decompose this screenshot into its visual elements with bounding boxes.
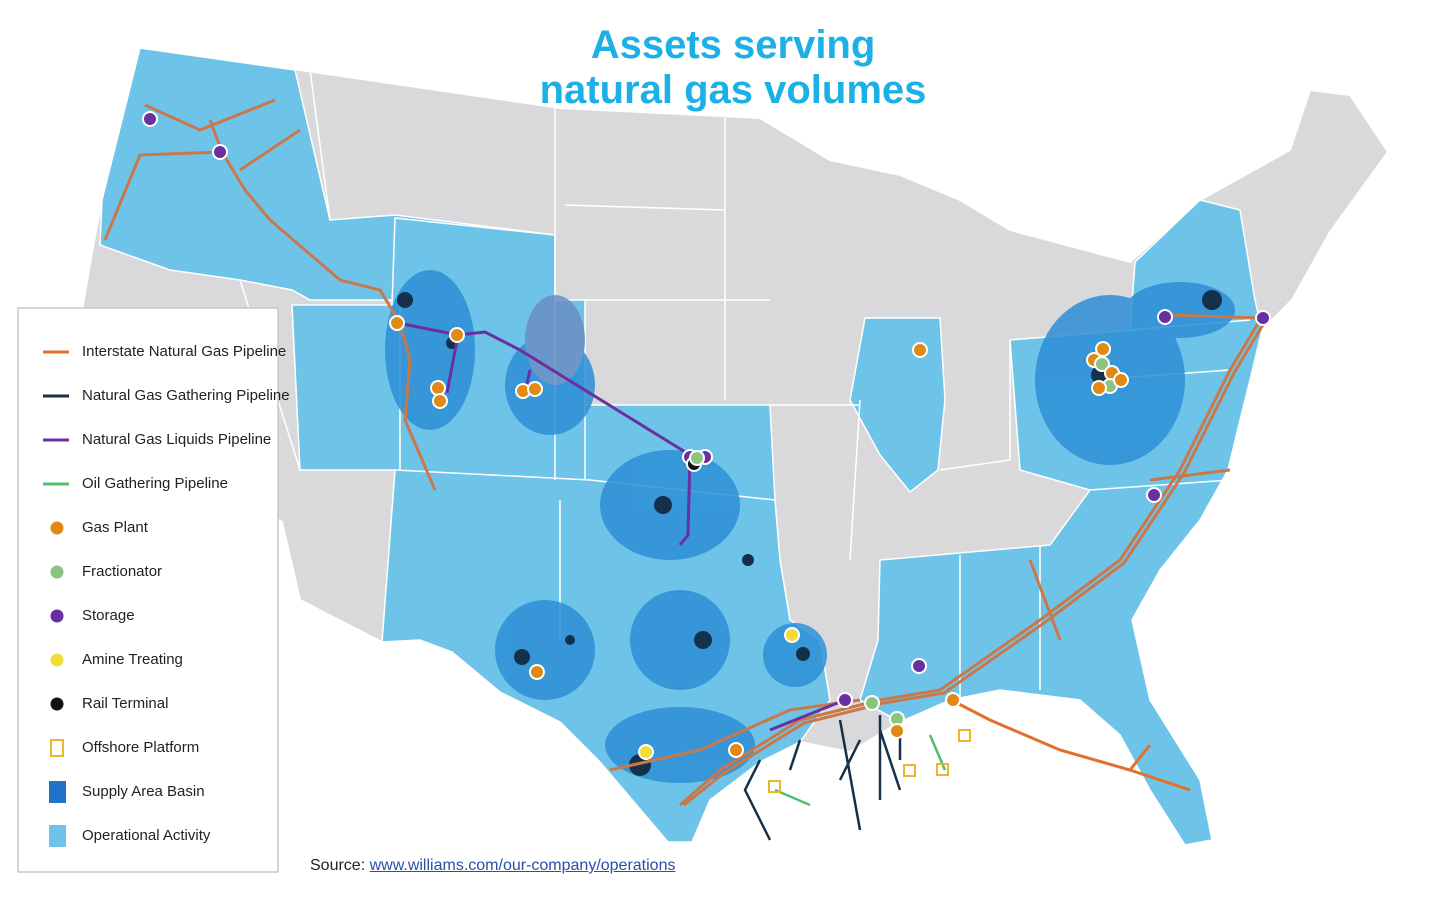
legend-symbol: [50, 653, 64, 667]
offshore-gathering: [743, 715, 902, 841]
storage: [1157, 309, 1173, 325]
basin: [630, 590, 730, 690]
legend-label: Rail Terminal: [82, 695, 168, 712]
legend-symbol: [50, 697, 64, 711]
legend-symbol: [50, 565, 64, 579]
legend-label: Offshore Platform: [82, 739, 199, 756]
gas-plant: [527, 381, 543, 397]
amine-treating: [638, 744, 654, 760]
legend-label: Natural Gas Liquids Pipeline: [82, 431, 271, 448]
source-link[interactable]: www.williams.com/our-company/operations: [369, 857, 676, 874]
amine-treating: [784, 627, 800, 643]
assets: [142, 111, 1271, 760]
title-line: Assets serving: [591, 23, 876, 67]
legend-symbol: [50, 609, 64, 623]
legend: [17, 307, 279, 873]
legend-label: Storage: [82, 607, 135, 624]
storage: [1146, 487, 1162, 503]
legend-label: Operational Activity: [82, 827, 211, 844]
source-prefix: Source:: [310, 857, 366, 874]
legend-label: Supply Area Basin: [82, 783, 205, 800]
legend-symbol: [49, 825, 66, 847]
fractionator: [864, 695, 880, 711]
legend-symbol: [49, 781, 66, 803]
gulfstream-pipeline: [954, 700, 1191, 792]
basin: [1125, 282, 1235, 338]
title-line: natural gas volumes: [540, 68, 927, 112]
source: Source: www.williams.com/our-company/ope…: [310, 857, 675, 875]
gas-plant: [389, 315, 405, 331]
fractionator: [689, 450, 705, 466]
basin: [385, 270, 475, 430]
storage: [837, 692, 853, 708]
gas-plant: [912, 342, 928, 358]
gas-plant: [449, 327, 465, 343]
fractionator: [1094, 356, 1110, 372]
gas-plant: [1113, 372, 1129, 388]
gas-plant: [728, 742, 744, 758]
storage: [911, 658, 927, 674]
gas-plant: [1091, 380, 1107, 396]
gas-plant: [889, 723, 905, 739]
gas-plant: [432, 393, 448, 409]
basin: [763, 623, 827, 687]
legend-items: Interstate Natural Gas Pipeline Natural G…: [43, 343, 290, 847]
storage: [142, 111, 158, 127]
gathering-clusters: [397, 290, 1222, 776]
legend-label: Interstate Natural Gas Pipeline: [82, 343, 286, 360]
basin: [495, 600, 595, 700]
gas-plant: [945, 692, 961, 708]
legend-label: Fractionator: [82, 563, 162, 580]
gas-plant: [1095, 341, 1111, 357]
legend-label: Gas Plant: [82, 519, 149, 536]
legend-label: Oil Gathering Pipeline: [82, 475, 228, 492]
gas-plant: [529, 664, 545, 680]
operational-area: [849, 317, 946, 494]
legend-symbol: [50, 739, 64, 757]
platforms: [768, 729, 971, 793]
storage: [212, 144, 228, 160]
legend-label: Amine Treating: [82, 651, 183, 668]
gas-plant: [430, 380, 446, 396]
storage: [1255, 310, 1271, 326]
legend-label: Natural Gas Gathering Pipeline: [82, 387, 290, 404]
legend-symbol: [50, 521, 64, 535]
